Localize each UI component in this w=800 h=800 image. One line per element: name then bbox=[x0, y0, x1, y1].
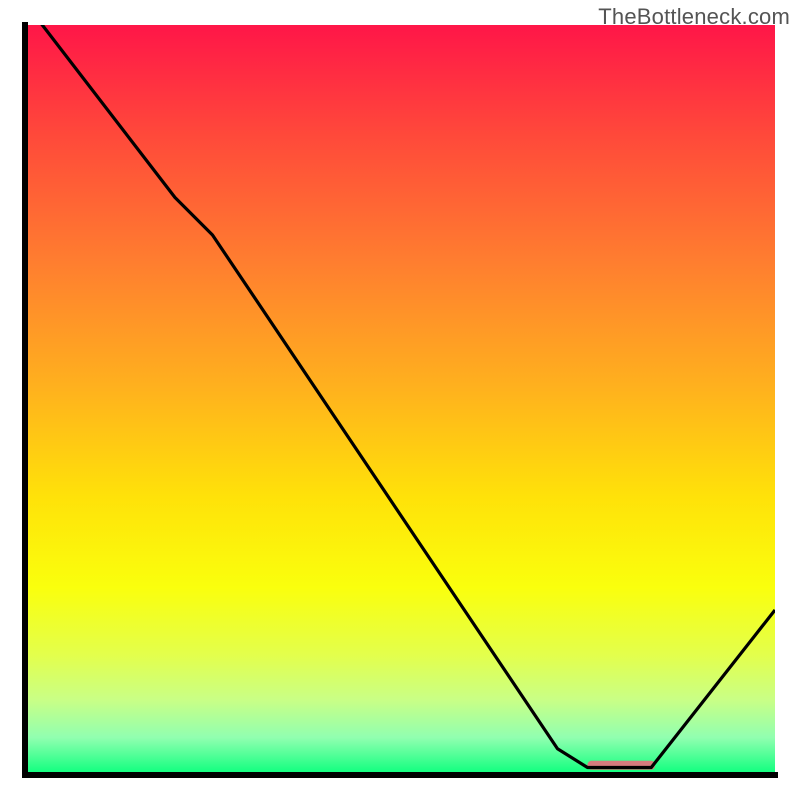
chart-container: TheBottleneck.com bbox=[0, 0, 800, 800]
chart-background bbox=[25, 25, 775, 775]
watermark-text: TheBottleneck.com bbox=[598, 4, 790, 30]
bottleneck-chart bbox=[0, 0, 800, 800]
